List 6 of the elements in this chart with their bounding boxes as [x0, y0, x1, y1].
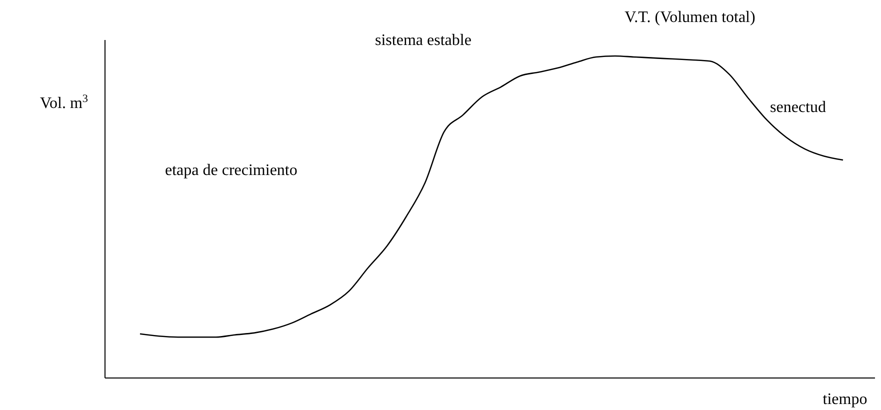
annotation: senectud [770, 99, 826, 116]
text: V.T. (Volumen total) [624, 9, 756, 26]
text: sistema estable [375, 32, 472, 49]
y-axis-title: Vol. m$^{3}$ [40, 93, 88, 112]
x-axis-title: tiempo [822, 391, 868, 408]
annotation: etapa de crecimiento [165, 162, 298, 179]
